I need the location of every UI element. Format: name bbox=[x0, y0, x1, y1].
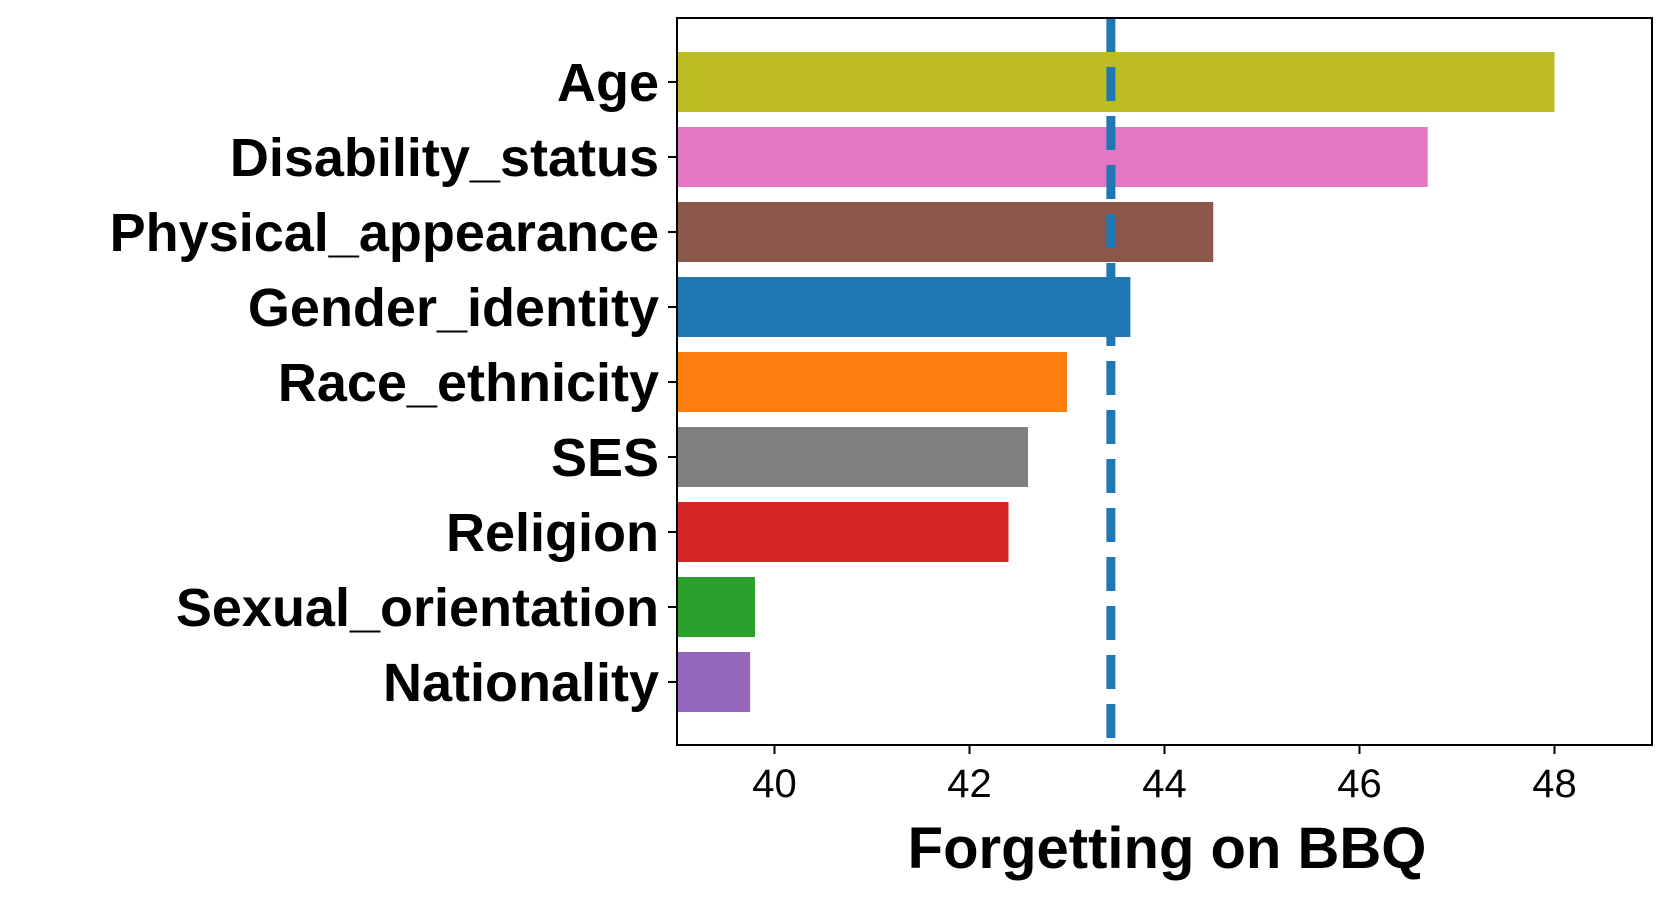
x-tick-label-44: 44 bbox=[1142, 762, 1187, 806]
y-tick-label-age: Age bbox=[557, 53, 659, 113]
x-tick-label-40: 40 bbox=[752, 762, 797, 806]
x-axis-title: Forgetting on BBQ bbox=[908, 816, 1427, 881]
y-tick-label-ses: SES bbox=[551, 428, 659, 488]
y-tick-label-religion: Religion bbox=[446, 503, 659, 563]
y-tick-label-disability-status: Disability_status bbox=[230, 128, 659, 188]
bar-ses bbox=[677, 427, 1028, 487]
bar-nationality bbox=[677, 652, 751, 712]
y-tick-label-nationality: Nationality bbox=[383, 653, 659, 713]
bar-disability-status bbox=[677, 127, 1428, 187]
y-tick-label-sexual-orientation: Sexual_orientation bbox=[176, 578, 659, 638]
x-tick-label-48: 48 bbox=[1532, 762, 1577, 806]
bar-religion bbox=[677, 502, 1009, 562]
plot-area: Age Disability_status Physical_appearance G… bbox=[110, 17, 1653, 806]
bar-race-ethnicity bbox=[677, 352, 1067, 412]
bar-physical-appearance bbox=[677, 202, 1214, 262]
y-tick-label-gender-identity: Gender_identity bbox=[248, 278, 659, 338]
y-tick-label-physical-appearance: Physical_appearance bbox=[110, 203, 659, 263]
bar-gender-identity bbox=[677, 277, 1131, 337]
bar-sexual-orientation bbox=[677, 577, 755, 637]
bar-age bbox=[677, 52, 1555, 112]
y-tick-label-race-ethnicity: Race_ethnicity bbox=[278, 353, 659, 413]
x-tick-label-46: 46 bbox=[1337, 762, 1382, 806]
x-tick-label-42: 42 bbox=[947, 762, 992, 806]
